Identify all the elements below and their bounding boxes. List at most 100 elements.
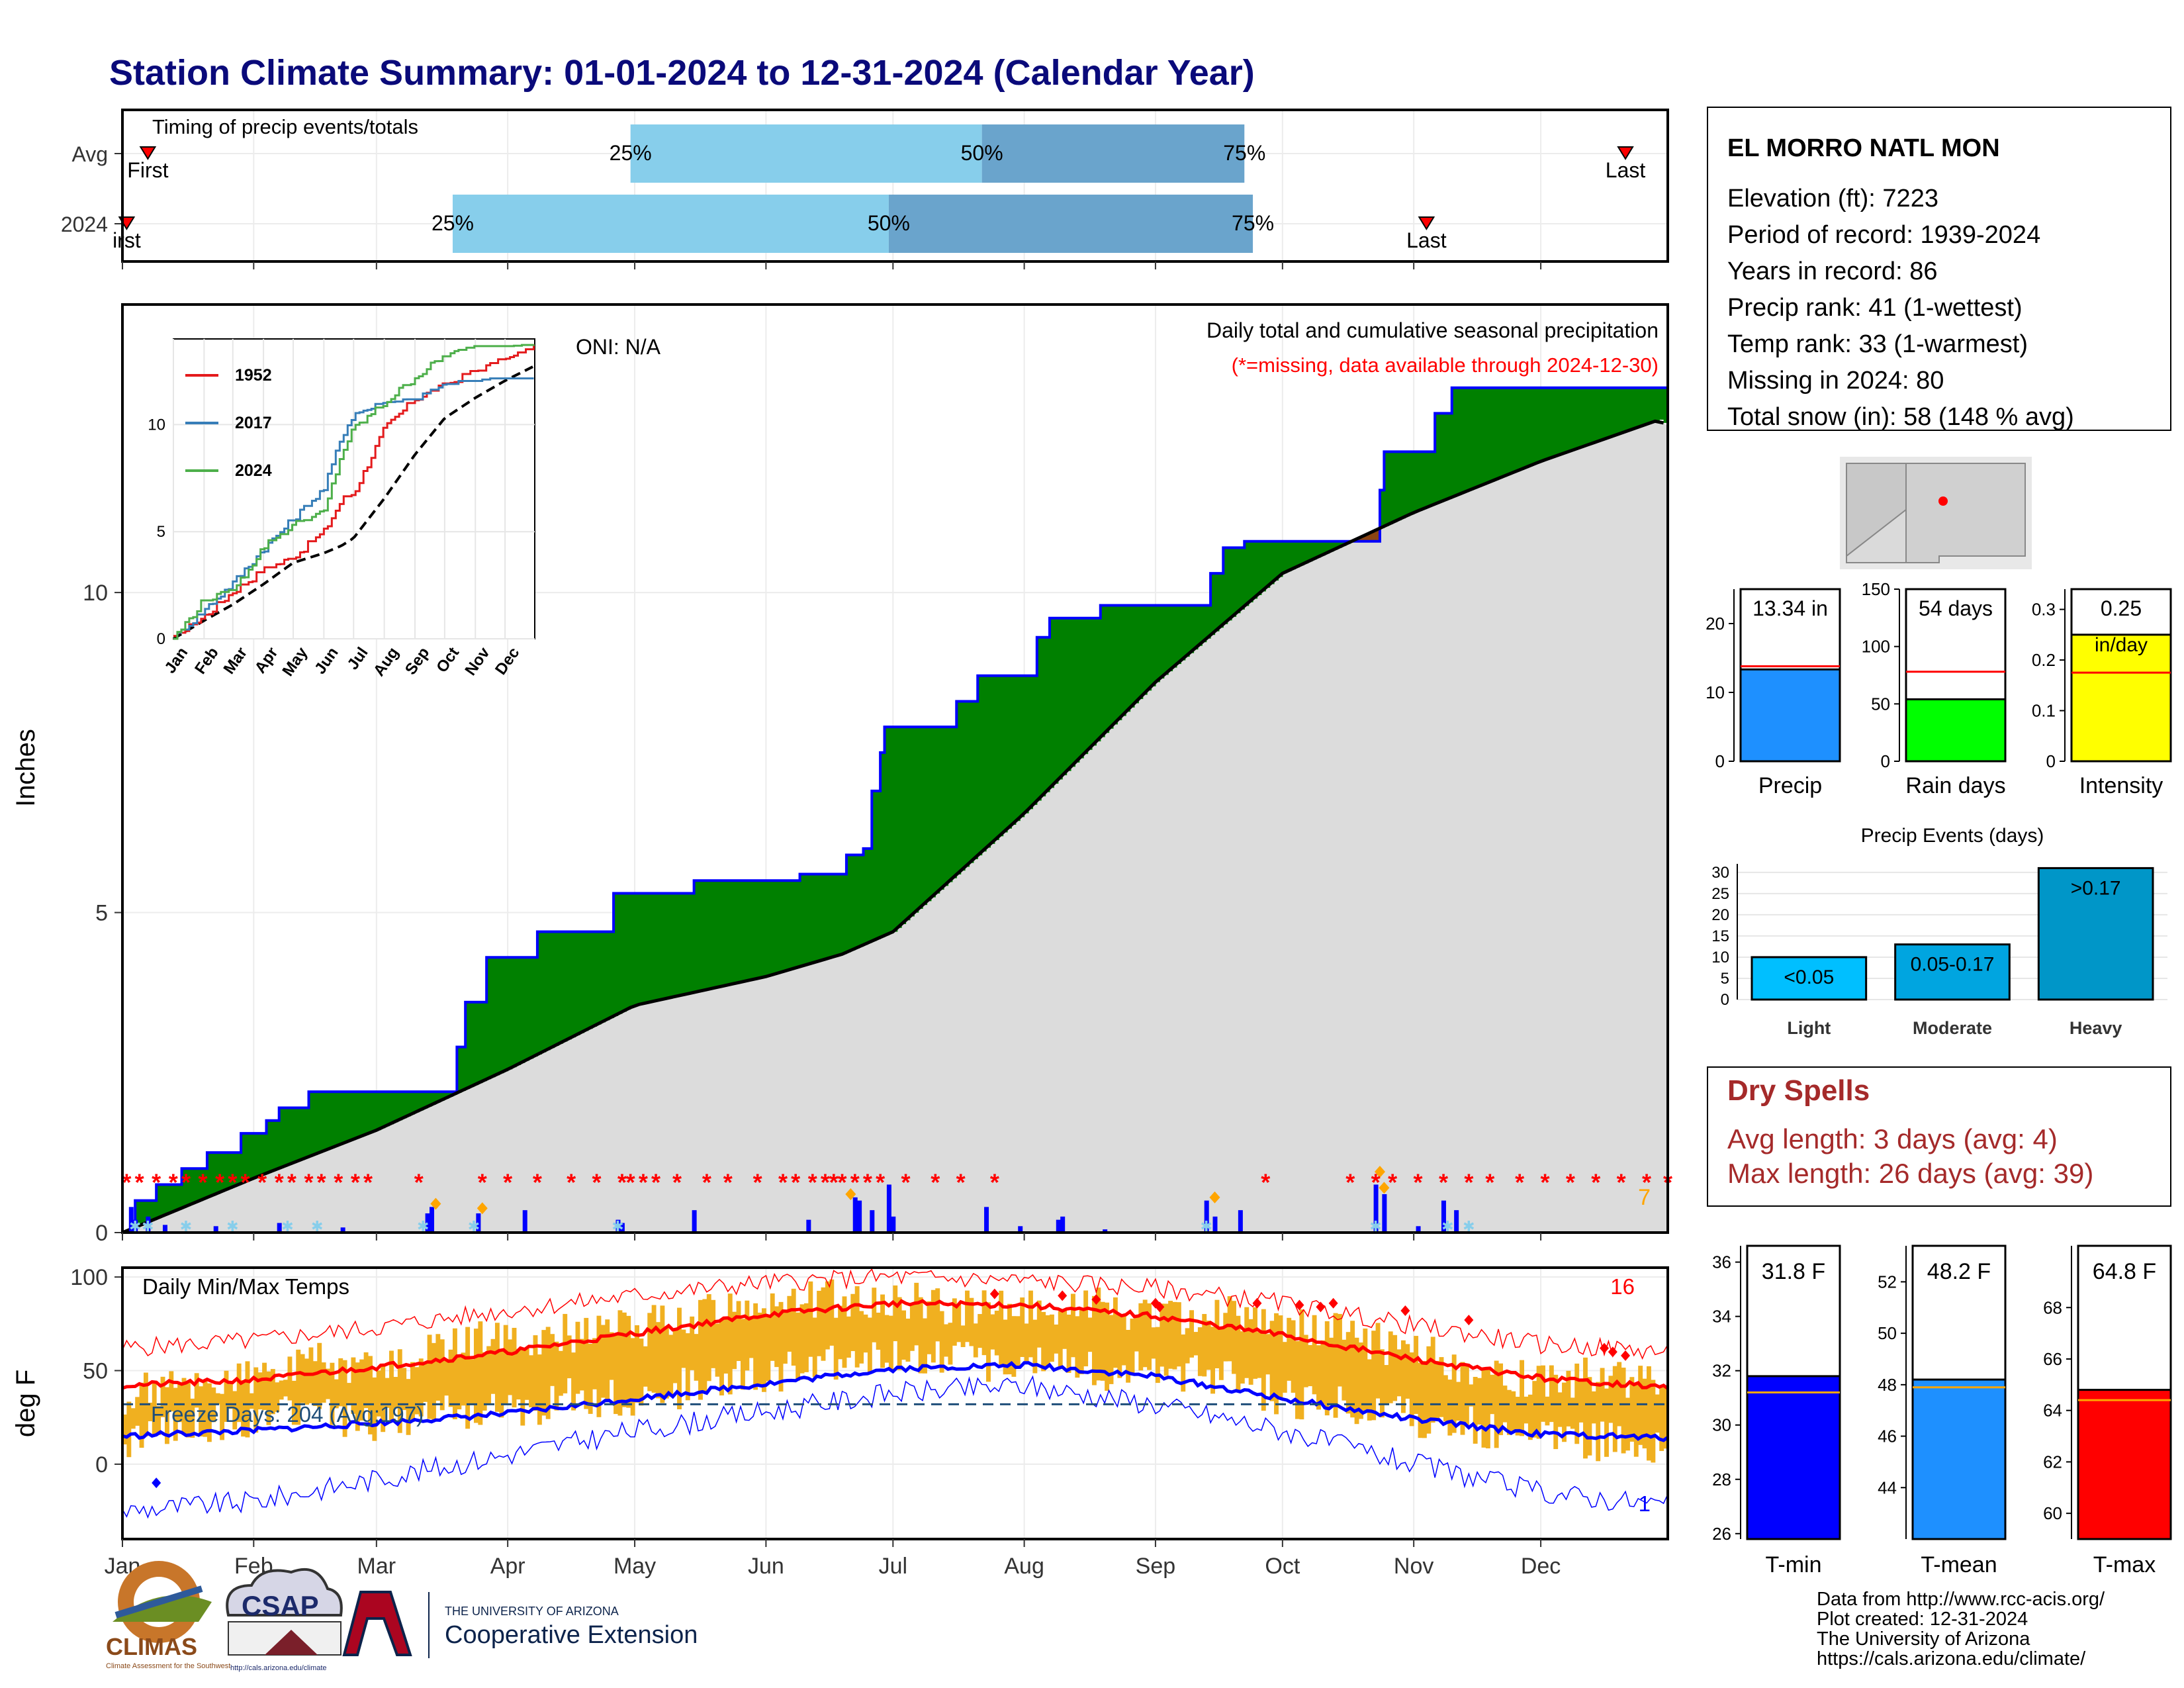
daily-temp-bar [880, 1294, 886, 1368]
daily-temp-bar [605, 1319, 610, 1403]
surplus-strip [524, 957, 529, 1061]
station-line: Missing in 2024: 80 [1727, 367, 1944, 395]
daily-temp-bar [872, 1288, 877, 1342]
daily-temp-bar [418, 1358, 424, 1417]
surplus-strip [1659, 387, 1664, 420]
tbar-name: T-min [1766, 1552, 1822, 1577]
daily-temp-bar [1663, 1385, 1668, 1449]
mini-value-label: 13.34 in [1752, 596, 1828, 620]
daily-temp-bar [334, 1379, 339, 1409]
surplus-strip [1041, 637, 1046, 797]
first-event-label: First [127, 158, 168, 182]
daily-temp-bar [397, 1349, 402, 1433]
daily-temp-bar [672, 1331, 678, 1383]
daily-temp-bar [614, 1334, 618, 1415]
tbar-ytick-label: 32 [1712, 1361, 1731, 1381]
missing-day-marker: * [1515, 1169, 1524, 1196]
station-info-box: EL MORRO NATL MON Elevation (ft): 7223 P… [1707, 107, 2171, 431]
daily-temp-bar [1003, 1319, 1008, 1375]
credit-line: The University of Arizona [1817, 1628, 2030, 1650]
daily-temp-bar [1651, 1380, 1656, 1463]
tbar-ytick-label: 36 [1712, 1252, 1731, 1272]
surplus-strip [990, 675, 995, 844]
surplus-strip [270, 1120, 275, 1172]
surplus-strip [901, 727, 907, 925]
timing-p50-label: 50% [961, 141, 1003, 165]
events-ytick-label: 5 [1721, 970, 1729, 988]
daily-temp-bar [393, 1377, 398, 1409]
missing-day-marker: * [1388, 1169, 1397, 1196]
surplus-strip [905, 727, 911, 921]
daily-temp-bar [1227, 1296, 1232, 1362]
surplus-strip [444, 1092, 449, 1099]
missing-day-marker: * [478, 1169, 487, 1196]
missing-day-marker: * [702, 1169, 711, 1196]
missing-day-marker: * [241, 1169, 250, 1196]
record-high-marker [1316, 1301, 1326, 1313]
surplus-strip [1460, 387, 1465, 494]
daily-temp-bar [1020, 1297, 1025, 1357]
daily-temp-bar [1464, 1366, 1469, 1427]
daily-temp-bar [1299, 1309, 1304, 1420]
daily-temp-bar [825, 1281, 830, 1350]
missing-day-marker: * [617, 1169, 627, 1196]
surplus-strip [1502, 387, 1508, 477]
inset-ytick-label: 10 [148, 416, 165, 434]
daily-temp-bar [448, 1349, 453, 1407]
surplus-strip [1155, 605, 1160, 682]
daily-temp-bar [1371, 1331, 1377, 1421]
record-high-marker [1091, 1294, 1101, 1305]
surplus-strip [1058, 618, 1063, 780]
surplus-strip [435, 1092, 441, 1103]
events-category-label: Heavy [2070, 1018, 2122, 1038]
daily-temp-bar [503, 1325, 508, 1405]
daily-temp-bar [126, 1401, 132, 1458]
surplus-strip [1638, 387, 1643, 428]
daily-temp-bar [1617, 1362, 1622, 1427]
surplus-strip [529, 957, 534, 1059]
surplus-strip [600, 931, 606, 1023]
temps-panel: 0 50 100 Daily Min/Max Temps Freeze Days: 20… [11, 1265, 1669, 1540]
daily-temp-bar [719, 1319, 724, 1396]
daily-temp-bar [312, 1361, 318, 1407]
surplus-strip [876, 790, 881, 939]
cumulative-2024-line [122, 386, 1668, 1234]
surplus-strip [1396, 451, 1402, 521]
surplus-strip [486, 957, 492, 1080]
snow-marker: ✱ [1441, 1218, 1453, 1235]
daily-temp-bar [952, 1298, 957, 1346]
snow-marker: ✱ [612, 1218, 623, 1235]
surplus-strip [757, 880, 762, 979]
daily-precip-bar [162, 1225, 167, 1233]
month-label: Sep [1136, 1554, 1176, 1579]
surplus-strip [308, 1092, 314, 1157]
normal-max-line [122, 1299, 1669, 1390]
missing-day-marker: * [990, 1169, 999, 1196]
credit-line: Data from http://www.rcc-acis.org/ [1817, 1589, 2105, 1610]
daily-precip-bar [1056, 1219, 1061, 1233]
surplus-strip [1392, 451, 1398, 523]
missing-note: (*=missing, data available through 2024-… [1232, 353, 1659, 377]
surplus-strip [342, 1092, 347, 1144]
daily-temp-bar [567, 1335, 572, 1379]
surplus-strip [761, 880, 766, 978]
surplus-strip [1379, 490, 1385, 528]
surplus-strip [685, 893, 690, 994]
record-high-marker [1608, 1346, 1617, 1358]
daily-temp-bar [330, 1362, 335, 1425]
surplus-strip [817, 874, 822, 962]
surplus-strip [1515, 387, 1520, 472]
surplus-strip [1036, 637, 1042, 801]
daily-temp-bar [465, 1327, 471, 1429]
surplus-strip [279, 1107, 284, 1168]
deficit-strip [1375, 530, 1381, 541]
surplus-strip [614, 893, 619, 1016]
surplus-strip [651, 893, 657, 1002]
daily-precip-bar [476, 1213, 481, 1233]
daily-temp-bar [1515, 1397, 1520, 1436]
daily-temp-bar [1240, 1331, 1245, 1384]
surplus-strip [1405, 451, 1410, 517]
daily-temp-bar [736, 1301, 741, 1362]
timing-p75-label: 75% [1223, 141, 1265, 165]
surplus-strip [1278, 541, 1283, 577]
